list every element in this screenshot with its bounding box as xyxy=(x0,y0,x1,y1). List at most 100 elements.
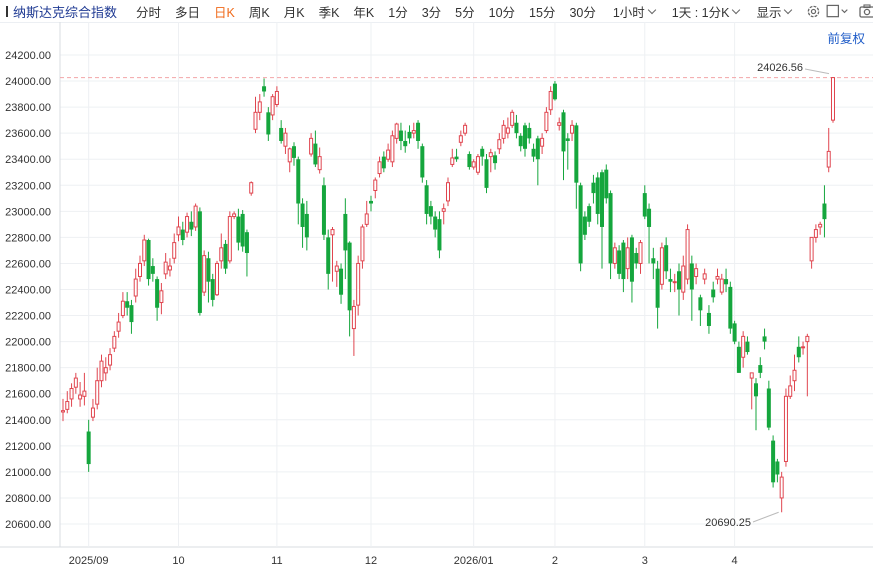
period-tab[interactable]: 季K xyxy=(318,5,340,20)
candle-body xyxy=(638,242,643,264)
candle xyxy=(463,122,468,136)
candle xyxy=(540,133,545,155)
candle-body xyxy=(788,385,793,397)
range-select[interactable]: 1天 : 1分K xyxy=(668,2,747,21)
x-tick-label: 2026/01 xyxy=(454,555,494,567)
candle xyxy=(831,77,835,123)
candle-body xyxy=(608,193,613,264)
candle-body xyxy=(176,226,181,236)
period-tab[interactable]: 3分 xyxy=(421,5,442,20)
candle xyxy=(99,354,104,388)
candle-body xyxy=(150,266,155,274)
candle xyxy=(694,263,699,285)
candle xyxy=(732,320,737,345)
candle-body xyxy=(758,365,763,373)
candle xyxy=(133,268,138,303)
candle-body xyxy=(561,112,566,152)
candle-body xyxy=(454,156,459,160)
candle xyxy=(608,190,613,280)
candle-body xyxy=(133,278,138,297)
candle xyxy=(552,81,557,101)
candle-body xyxy=(634,253,639,264)
candle xyxy=(193,203,198,231)
candle-body xyxy=(82,390,87,397)
panel-icon[interactable] xyxy=(6,5,8,17)
y-tick-label: 22600.00 xyxy=(5,258,51,270)
period-tab[interactable]: 1分 xyxy=(388,5,408,20)
candle xyxy=(343,198,348,280)
candle xyxy=(317,147,322,174)
settings-icon[interactable] xyxy=(806,1,821,21)
candle-body xyxy=(501,124,506,139)
candle xyxy=(108,348,113,371)
period-tab[interactable]: 周K xyxy=(248,5,270,20)
period-tab[interactable]: 30分 xyxy=(569,5,596,20)
index-title[interactable]: 纳斯达克综合指数 xyxy=(13,4,118,20)
period-tab[interactable]: 5分 xyxy=(455,5,475,20)
candle xyxy=(236,208,241,251)
x-tick-label: 4 xyxy=(732,555,738,567)
candle xyxy=(197,207,202,316)
adjust-mode-button[interactable]: 前复权 xyxy=(827,32,865,46)
candle-body xyxy=(732,323,737,342)
candle-body xyxy=(801,346,806,349)
candle xyxy=(65,391,70,414)
candle xyxy=(150,258,155,282)
candle-body xyxy=(595,177,600,214)
candle-body xyxy=(403,140,408,147)
candle-body xyxy=(612,247,617,264)
candle-body xyxy=(266,112,271,135)
candle xyxy=(484,154,489,194)
candle-body xyxy=(360,226,365,262)
candle xyxy=(792,354,797,392)
candle xyxy=(446,177,450,207)
candle-body xyxy=(78,394,83,400)
candle xyxy=(604,164,609,204)
candle-body xyxy=(578,185,583,264)
period-tab[interactable]: 10分 xyxy=(488,5,516,20)
candle-body xyxy=(155,279,160,308)
candle xyxy=(116,312,121,338)
candle xyxy=(330,226,335,282)
candle xyxy=(279,120,284,144)
candle-body xyxy=(467,154,472,168)
candle-body xyxy=(339,268,344,295)
chart-grid xyxy=(0,22,873,548)
candle-body xyxy=(112,335,117,349)
candle-body xyxy=(381,156,386,169)
interval-select[interactable]: 1小时 xyxy=(609,2,662,21)
period-tab[interactable]: 月K xyxy=(283,5,305,20)
candle-body xyxy=(99,360,104,382)
period-tab[interactable]: 15分 xyxy=(529,5,556,20)
candles xyxy=(61,77,835,513)
candle-body xyxy=(103,367,108,374)
candlestick-chart[interactable]: 20600.00 20800.00 21000.00 21200.00 21400.00… xyxy=(0,22,873,576)
period-tab[interactable]: 分时 xyxy=(136,5,162,20)
candle-body xyxy=(698,297,703,311)
candle xyxy=(493,151,498,170)
candle-body xyxy=(480,148,485,157)
candle-body xyxy=(600,172,604,227)
candle-body xyxy=(531,148,536,157)
candle-body xyxy=(514,122,519,134)
candle xyxy=(475,154,480,175)
candle xyxy=(813,224,818,243)
period-tab[interactable]: 日K xyxy=(214,5,235,20)
display-select[interactable]: 显示 xyxy=(752,2,798,21)
candle xyxy=(711,281,716,303)
candle xyxy=(202,250,207,297)
candle xyxy=(677,263,681,316)
camera-icon[interactable] xyxy=(859,1,873,21)
period-tab[interactable]: 年K xyxy=(353,5,375,20)
candle xyxy=(642,185,647,220)
candle-body xyxy=(309,137,314,155)
candle-body xyxy=(775,461,780,475)
candle-body xyxy=(497,139,502,150)
candle-body xyxy=(651,258,656,264)
low-value-label: 20690.25 xyxy=(705,517,751,529)
y-tick-label: 20600.00 xyxy=(5,519,51,531)
candle xyxy=(779,471,784,513)
candle xyxy=(454,148,459,162)
period-tab[interactable]: 多日 xyxy=(175,5,201,20)
square-icon[interactable] xyxy=(825,1,849,21)
